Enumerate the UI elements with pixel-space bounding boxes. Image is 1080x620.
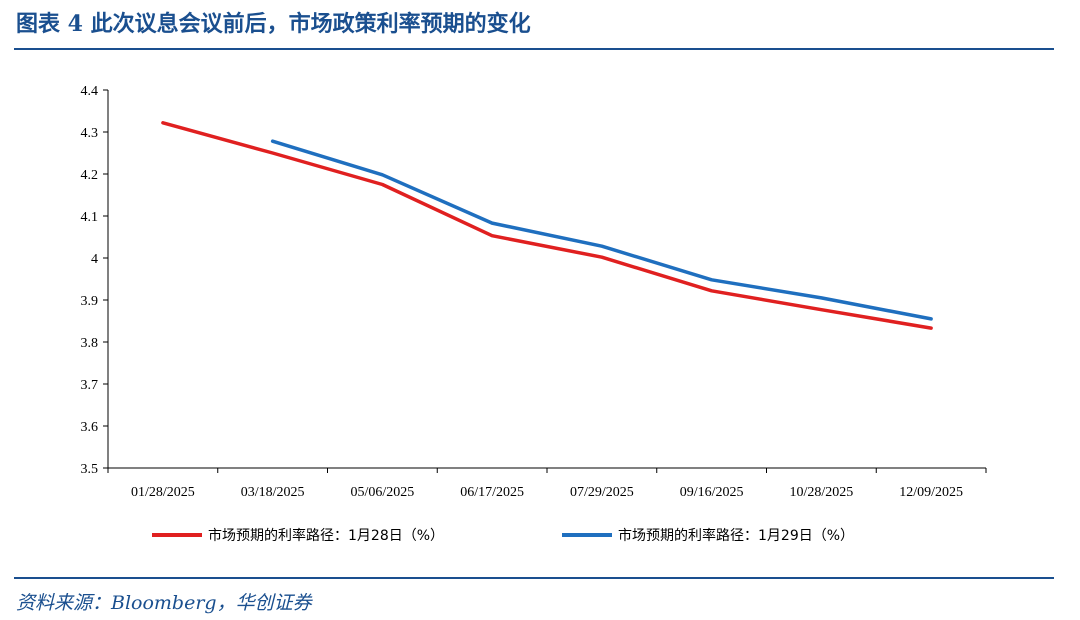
x-tick-label: 10/28/2025 xyxy=(789,485,853,500)
y-tick-label: 4 xyxy=(91,252,98,267)
source-note: 资料来源：Bloomberg，华创证券 xyxy=(16,592,312,614)
x-tick-label: 12/09/2025 xyxy=(899,485,963,500)
title-divider xyxy=(14,48,1054,50)
y-tick-label: 3.8 xyxy=(81,336,99,351)
legend-label-1: 市场预期的利率路径：1月28日（%） xyxy=(208,527,444,544)
y-tick-label: 4.4 xyxy=(81,84,99,99)
y-tick-label: 3.6 xyxy=(81,420,99,435)
y-tick-label: 4.3 xyxy=(81,126,99,141)
x-tick-label: 06/17/2025 xyxy=(460,485,524,500)
y-tick-label: 4.2 xyxy=(81,168,99,183)
x-tick-label: 05/06/2025 xyxy=(350,485,414,500)
y-tick-label: 3.5 xyxy=(81,462,99,477)
y-tick-label: 3.7 xyxy=(81,378,99,393)
x-tick-label: 07/29/2025 xyxy=(570,485,634,500)
chart-title: 图表 4 此次议息会议前后，市场政策利率预期的变化 xyxy=(16,11,531,37)
series-line-1 xyxy=(161,121,933,330)
legend-label-2: 市场预期的利率路径：1月29日（%） xyxy=(618,527,854,544)
y-tick-label: 3.9 xyxy=(81,294,99,309)
line-chart: 4.4 4.3 4.2 4.1 4 3.9 3.8 3.7 3.6 3.5 01/28/2025 03… xyxy=(81,84,987,544)
y-tick-label: 4.1 xyxy=(81,210,99,225)
x-tick-label: 09/16/2025 xyxy=(680,485,744,500)
x-tick-label: 03/18/2025 xyxy=(241,485,305,500)
series-line-2 xyxy=(270,139,933,321)
x-tick-label: 01/28/2025 xyxy=(131,485,195,500)
footer-divider xyxy=(14,577,1054,579)
